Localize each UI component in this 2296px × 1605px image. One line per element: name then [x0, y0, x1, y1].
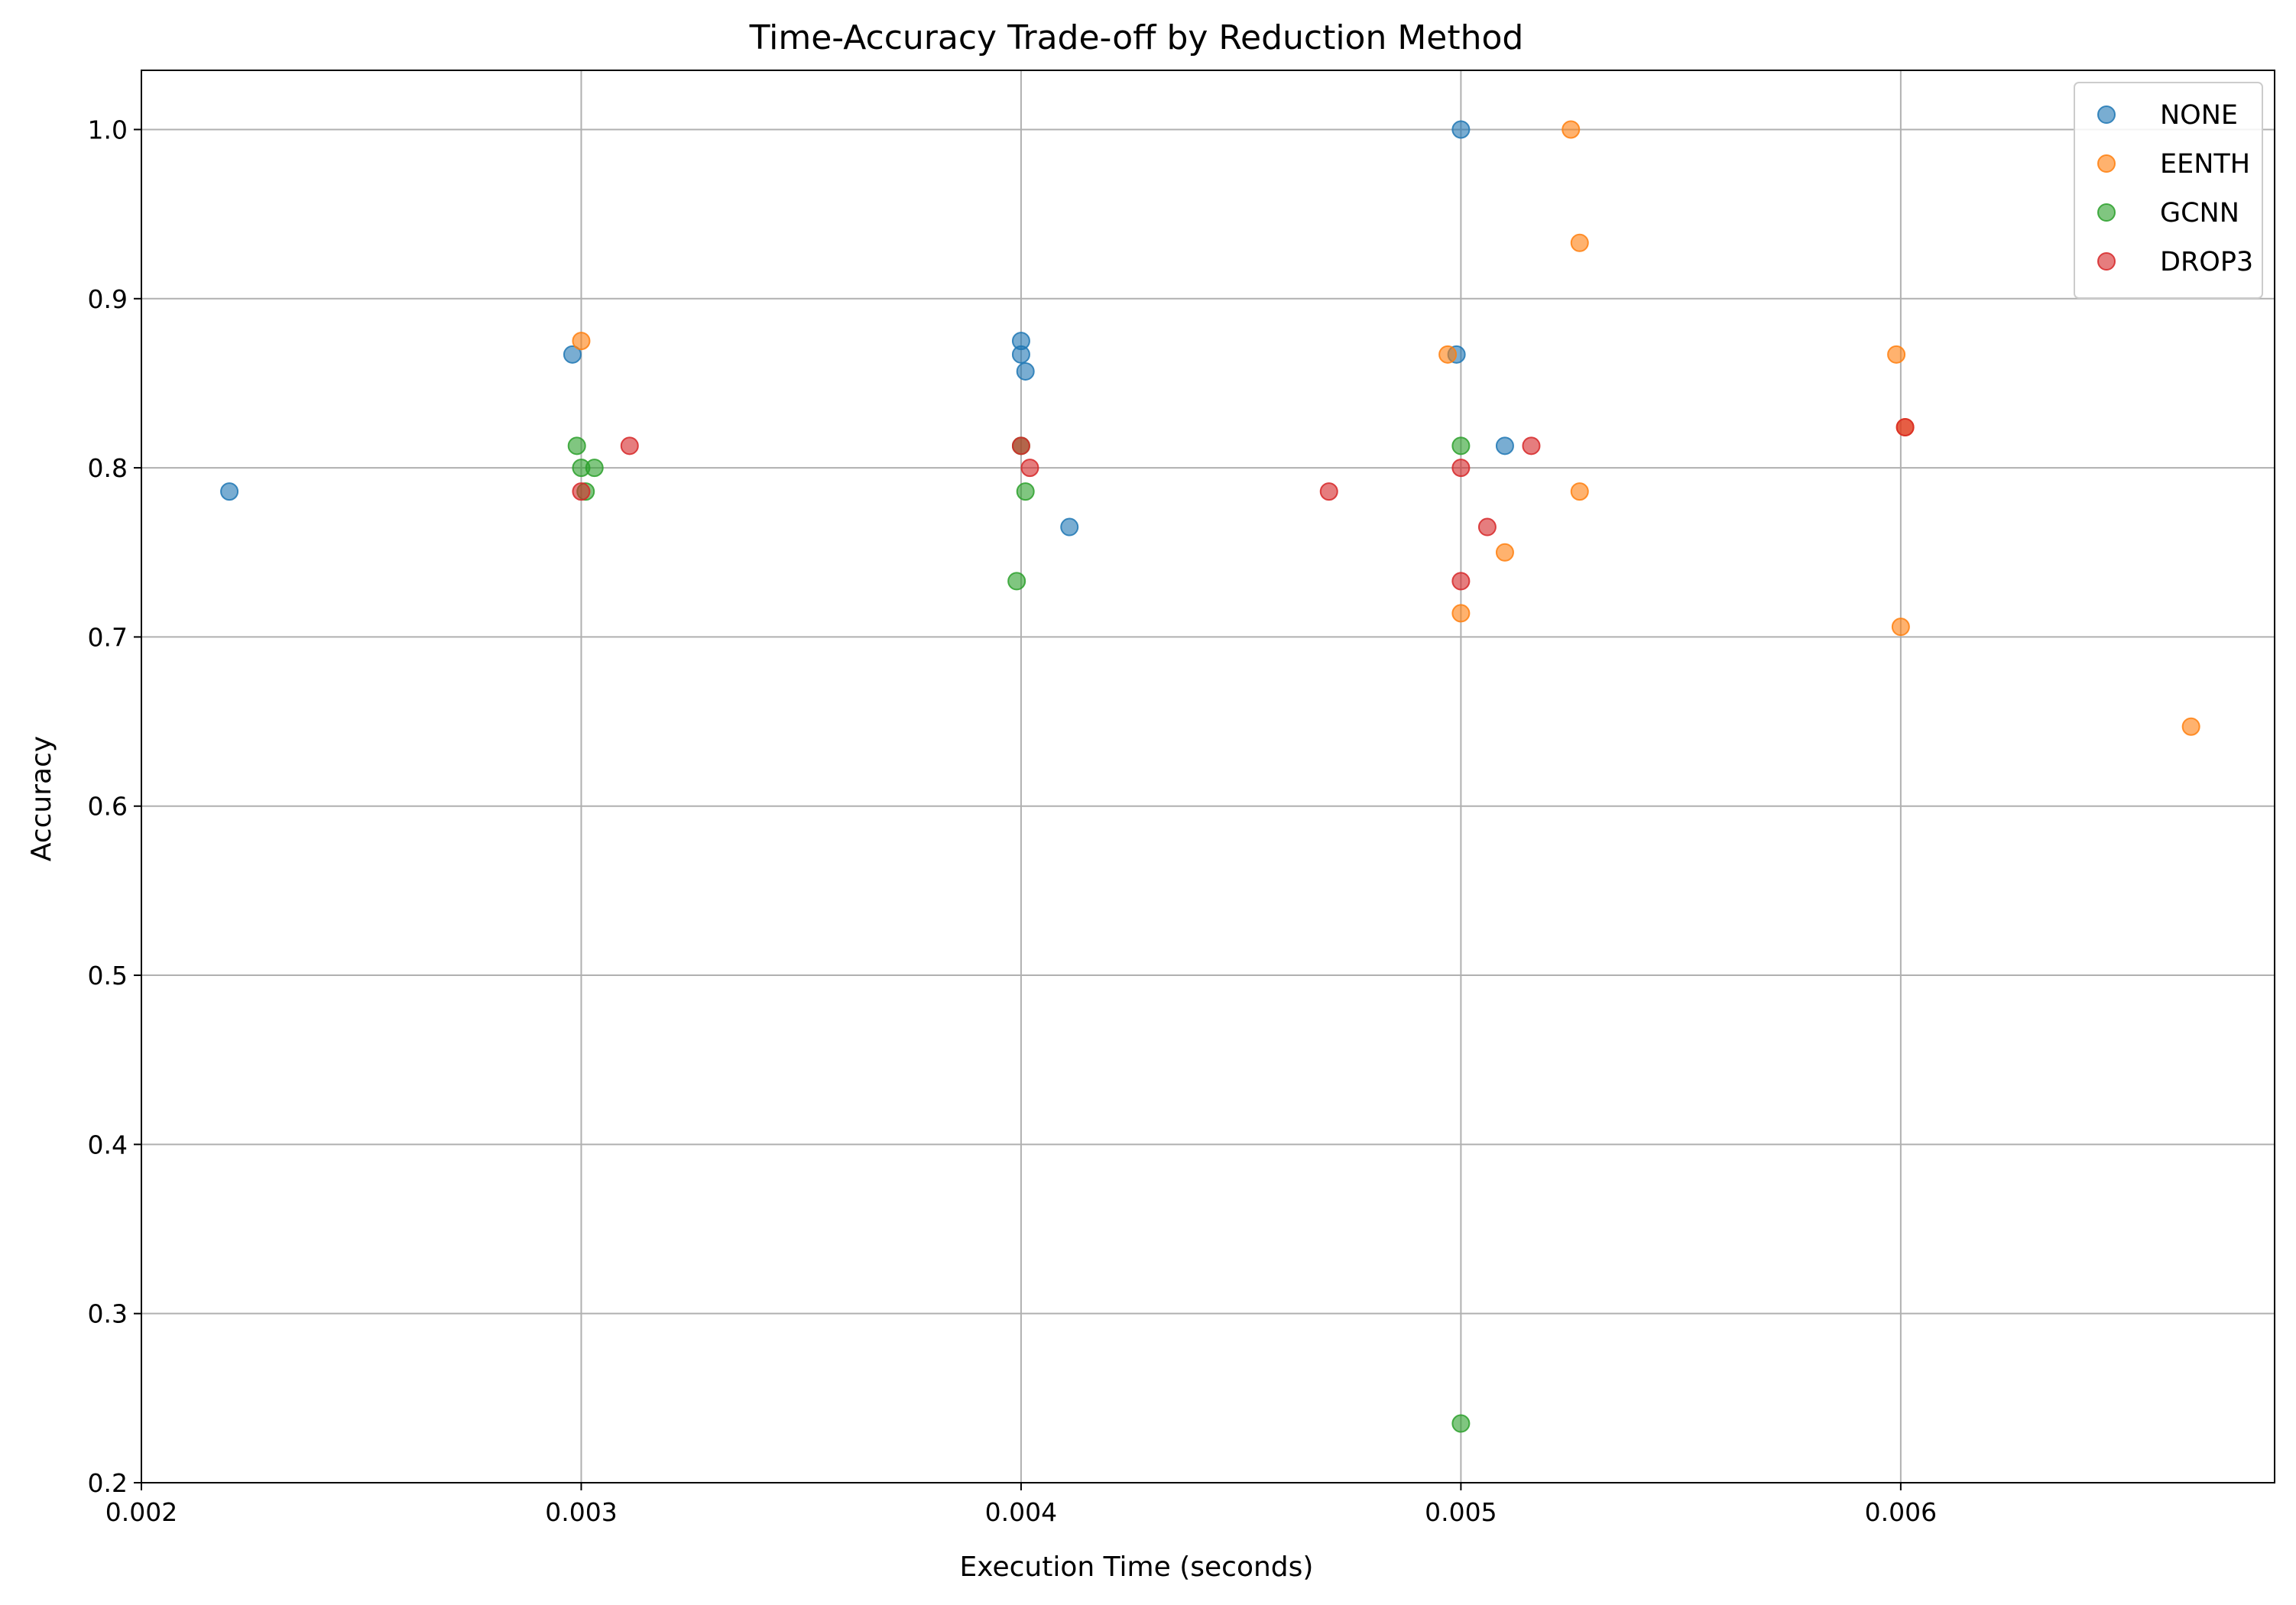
legend-label: GCNN	[2160, 198, 2239, 229]
data-point	[1451, 572, 1471, 591]
data-point	[1495, 436, 1514, 456]
data-point	[585, 459, 604, 478]
data-point	[1495, 543, 1514, 562]
data-point	[620, 436, 639, 456]
data-point	[1891, 618, 1910, 637]
data-point	[1451, 436, 1471, 456]
data-point	[1011, 345, 1030, 364]
data-point	[1887, 345, 1906, 364]
y-tick-label: 0.6	[88, 792, 128, 822]
y-tick-label: 0.2	[88, 1468, 128, 1498]
data-point	[1570, 233, 1589, 252]
data-point	[2181, 717, 2200, 736]
data-point	[1007, 572, 1026, 591]
data-point	[1020, 459, 1039, 478]
data-point	[572, 482, 591, 501]
data-point	[567, 436, 586, 456]
data-point	[1895, 417, 1915, 436]
data-point	[563, 345, 582, 364]
x-tick-label: 0.006	[1865, 1497, 1937, 1527]
data-point	[1438, 345, 1458, 364]
data-point	[1477, 517, 1497, 537]
legend-label: NONE	[2160, 100, 2238, 131]
y-tick-label: 0.4	[88, 1130, 128, 1159]
x-tick-label: 0.002	[105, 1497, 177, 1527]
legend-label: DROP3	[2160, 247, 2253, 277]
y-axis-label: Accuracy	[26, 736, 57, 861]
data-point	[1319, 482, 1338, 501]
legend-marker	[2097, 154, 2116, 173]
legend-marker	[2097, 105, 2116, 124]
plot-frame	[141, 70, 2275, 1483]
data-point	[1561, 120, 1581, 139]
data-point	[1522, 436, 1541, 456]
legend-label: EENTH	[2160, 149, 2250, 180]
x-axis-label: Execution Time (seconds)	[960, 1552, 1314, 1583]
y-tick-label: 0.5	[88, 961, 128, 991]
data-point	[1451, 459, 1471, 478]
data-point	[220, 482, 239, 501]
y-tick-label: 0.7	[88, 622, 128, 652]
series-drop3	[572, 417, 1915, 591]
x-axis-ticks: 0.002 0.003 0.004 0.005 0.006	[105, 1483, 1937, 1527]
y-tick-label: 1.0	[88, 115, 128, 144]
data-point	[1451, 1414, 1471, 1433]
legend: NONE EENTH GCNN DROP3	[2074, 82, 2263, 299]
series-none	[220, 120, 1514, 537]
y-tick-label: 0.8	[88, 453, 128, 483]
legend-marker	[2097, 252, 2116, 271]
x-tick-label: 0.004	[985, 1497, 1057, 1527]
data-points	[220, 120, 2200, 1433]
data-point	[1011, 436, 1030, 456]
data-point	[1016, 362, 1035, 381]
data-point	[1451, 604, 1471, 623]
data-point	[1060, 517, 1079, 537]
legend-marker	[2097, 203, 2116, 222]
data-point	[1016, 482, 1035, 501]
y-tick-label: 0.3	[88, 1299, 128, 1329]
data-point	[572, 332, 591, 351]
data-point	[1570, 482, 1589, 501]
x-tick-label: 0.005	[1425, 1497, 1497, 1527]
y-axis-ticks: 0.2 0.3 0.4 0.5 0.6 0.7 0.8 0.9 1.0	[88, 115, 141, 1498]
legend-box	[2074, 82, 2263, 299]
x-tick-label: 0.003	[545, 1497, 617, 1527]
data-point	[1451, 120, 1471, 139]
y-tick-label: 0.9	[88, 284, 128, 314]
chart-title: Time-Accuracy Trade-off by Reduction Met…	[749, 18, 1524, 57]
